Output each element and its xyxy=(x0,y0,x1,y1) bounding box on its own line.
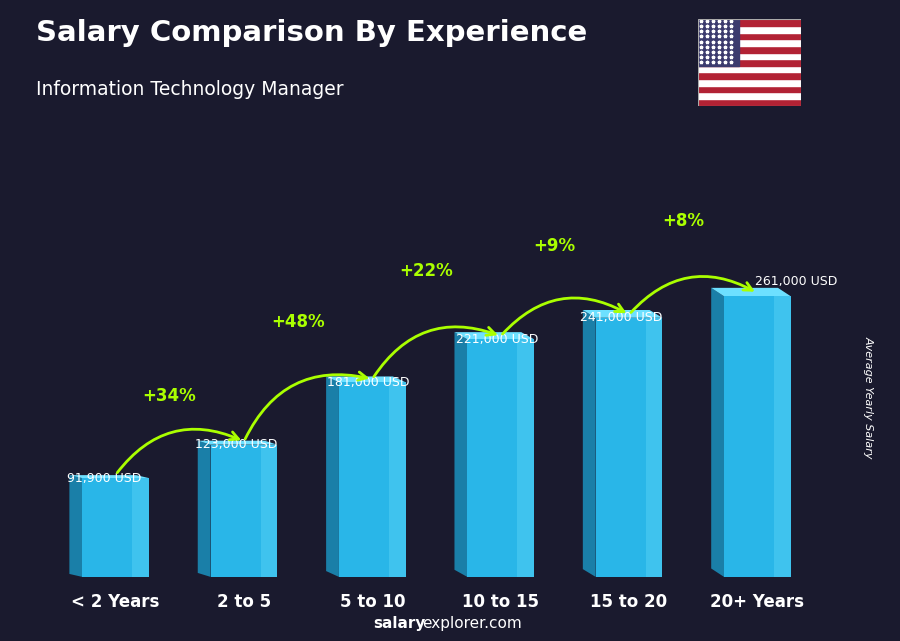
Bar xyxy=(698,66,801,72)
Polygon shape xyxy=(583,310,662,318)
Bar xyxy=(211,445,277,577)
Polygon shape xyxy=(69,475,149,478)
Text: explorer.com: explorer.com xyxy=(422,617,522,631)
Bar xyxy=(596,318,662,577)
Text: salary: salary xyxy=(374,617,426,631)
Bar xyxy=(82,478,149,577)
Text: Information Technology Manager: Information Technology Manager xyxy=(36,80,344,99)
Text: 123,000 USD: 123,000 USD xyxy=(195,438,277,451)
Polygon shape xyxy=(711,288,791,296)
Text: 181,000 USD: 181,000 USD xyxy=(328,376,410,389)
Bar xyxy=(698,92,801,99)
Bar xyxy=(698,26,801,33)
Bar xyxy=(774,296,791,577)
Bar xyxy=(261,445,277,577)
Bar xyxy=(724,296,791,577)
Text: +8%: +8% xyxy=(662,212,704,229)
Bar xyxy=(467,339,534,577)
Text: Salary Comparison By Experience: Salary Comparison By Experience xyxy=(36,19,587,47)
Text: 91,900 USD: 91,900 USD xyxy=(67,472,141,485)
Bar xyxy=(698,19,739,66)
Bar xyxy=(698,99,801,106)
Bar xyxy=(132,478,149,577)
Text: +34%: +34% xyxy=(142,387,196,404)
Bar xyxy=(518,339,534,577)
Bar xyxy=(698,86,801,92)
Polygon shape xyxy=(198,440,211,577)
Polygon shape xyxy=(711,288,724,577)
Polygon shape xyxy=(69,475,82,577)
Bar xyxy=(698,53,801,59)
Polygon shape xyxy=(454,332,467,577)
Polygon shape xyxy=(326,376,339,577)
Text: 241,000 USD: 241,000 USD xyxy=(580,312,662,324)
Bar xyxy=(698,39,801,46)
Polygon shape xyxy=(583,310,596,577)
Polygon shape xyxy=(454,332,534,339)
Text: +9%: +9% xyxy=(534,237,576,255)
Bar xyxy=(698,19,801,26)
Text: Average Yearly Salary: Average Yearly Salary xyxy=(863,336,874,459)
Bar xyxy=(339,382,406,577)
Polygon shape xyxy=(198,440,277,445)
Bar xyxy=(645,318,662,577)
Text: +48%: +48% xyxy=(271,313,325,331)
Text: 261,000 USD: 261,000 USD xyxy=(755,274,837,288)
Bar xyxy=(698,79,801,86)
Bar xyxy=(698,72,801,79)
Polygon shape xyxy=(326,376,406,382)
Text: +22%: +22% xyxy=(400,262,453,280)
Bar xyxy=(698,46,801,53)
Bar xyxy=(698,33,801,39)
Bar xyxy=(698,59,801,66)
Bar xyxy=(389,382,406,577)
Text: 221,000 USD: 221,000 USD xyxy=(455,333,538,345)
